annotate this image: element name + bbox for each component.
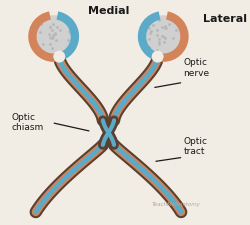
Circle shape [54,52,64,61]
Text: Lateral: Lateral [204,14,248,24]
Circle shape [153,52,162,61]
Text: TeachMeAnatomy: TeachMeAnatomy [152,202,201,207]
Text: Optic
tract: Optic tract [183,137,207,156]
Circle shape [142,15,184,58]
Text: Medial: Medial [88,6,129,16]
Text: Optic
chiasm: Optic chiasm [11,113,44,132]
Circle shape [32,15,75,58]
Text: Optic
nerve: Optic nerve [183,58,210,78]
